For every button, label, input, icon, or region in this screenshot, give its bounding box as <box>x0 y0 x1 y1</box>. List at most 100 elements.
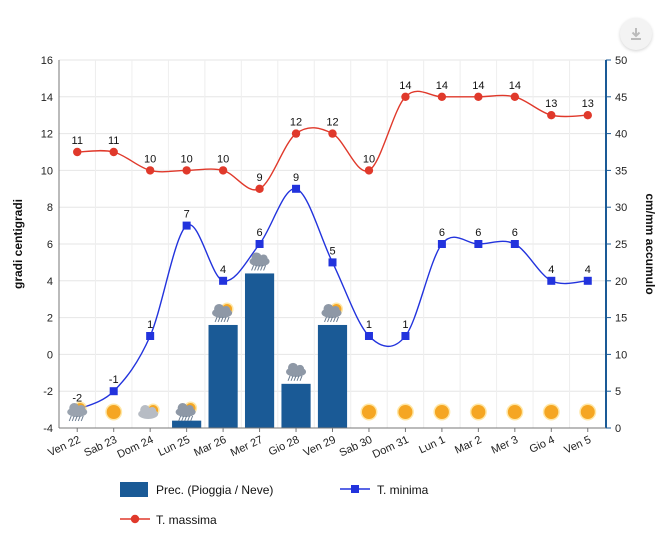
t-minima-data-label: -2 <box>72 393 82 405</box>
t-minima-data-label: 1 <box>366 319 372 331</box>
sun-icon <box>105 403 123 421</box>
t-massima-point <box>218 166 228 175</box>
x-tick-label: Mer 27 <box>229 434 265 459</box>
cloud-rain-sun-icon <box>212 302 234 323</box>
y-right-tick: 15 <box>615 313 627 325</box>
x-tick-label: Dom 24 <box>115 434 155 461</box>
t-massima-data-label: 10 <box>144 153 156 165</box>
t-massima-data-label: 12 <box>290 117 302 129</box>
sun-icon <box>396 403 414 421</box>
t-massima-point <box>328 129 337 138</box>
download-button[interactable] <box>620 18 652 50</box>
t-minima-point <box>401 332 410 340</box>
legend-label-massima: T. massima <box>156 513 217 527</box>
y-left-tick: 16 <box>41 55 53 67</box>
t-massima-point <box>401 92 410 102</box>
t-minima-data-label: 6 <box>512 227 518 239</box>
y-left-tick: 10 <box>41 165 53 177</box>
y-left-tick: 14 <box>41 92 53 104</box>
t-massima-point <box>583 111 592 120</box>
y-right-tick: 10 <box>615 349 627 361</box>
y-right-tick: 35 <box>615 165 627 177</box>
x-tick-label: Sab 23 <box>82 434 119 460</box>
sun-icon <box>542 403 560 421</box>
cloud-rain-sun-icon <box>175 401 198 422</box>
t-minima-data-label: 1 <box>402 319 408 331</box>
cloud-rain-icon <box>249 252 270 271</box>
t-massima-point <box>182 166 191 175</box>
t-minima-data-label: 1 <box>147 319 153 331</box>
x-tick-label: Gio 28 <box>267 434 301 459</box>
t-massima-point <box>547 111 556 120</box>
x-tick-label: Lun 25 <box>156 434 192 459</box>
t-massima-data-label: 10 <box>217 153 229 165</box>
t-minima-data-label: 9 <box>293 172 299 184</box>
t-massima-point <box>474 92 483 102</box>
t-minima-data-label: 4 <box>548 264 554 276</box>
cloud-rain-sun-icon <box>321 302 343 323</box>
t-minima-data-label: 4 <box>585 264 591 276</box>
precipitation-bar <box>208 324 238 428</box>
y-left-tick: 8 <box>47 202 53 214</box>
y-left-tick: 12 <box>41 129 53 141</box>
y-left-tick: 4 <box>47 276 53 288</box>
legend-label-minima: T. minima <box>377 483 429 497</box>
y-right-tick: 5 <box>615 386 621 398</box>
y-left-tick: 6 <box>47 239 53 251</box>
sun-icon <box>360 403 378 421</box>
x-tick-label: Dom 31 <box>371 434 411 461</box>
t-massima-point <box>145 166 155 175</box>
legend-marker-massima <box>130 514 140 524</box>
y-right-tick: 25 <box>615 239 627 251</box>
t-massima-line <box>77 90 588 191</box>
x-tick-label: Ven 29 <box>302 434 338 459</box>
legend-swatch-precipitation <box>120 482 148 497</box>
weather-icons <box>67 252 597 422</box>
y-right-tick: 0 <box>615 423 621 435</box>
x-tick-label: Lun 1 <box>417 434 447 457</box>
t-massima-data-label: 14 <box>472 80 484 92</box>
x-tick-label: Ven 22 <box>46 434 82 459</box>
t-massima-data-label: 10 <box>363 153 375 165</box>
t-massima-point <box>73 147 82 157</box>
t-minima-point <box>255 240 264 248</box>
y-right-tick: 40 <box>615 129 627 141</box>
t-massima-data-label: 11 <box>108 135 119 147</box>
precipitation-bars <box>172 273 348 428</box>
t-massima-data-label: 14 <box>436 80 448 92</box>
t-massima-data-label: 13 <box>545 98 557 110</box>
sun-icon <box>506 403 524 421</box>
t-massima-point <box>291 129 301 138</box>
y-left-tick: 0 <box>47 349 53 361</box>
t-minima-data-label: 4 <box>220 264 226 276</box>
y-right-tick: 20 <box>615 276 627 288</box>
t-massima-data-label: 13 <box>582 98 594 110</box>
t-massima-data-label: 9 <box>257 172 263 184</box>
precipitation-bar <box>172 420 202 428</box>
t-minima-data-label: -1 <box>109 374 119 386</box>
precipitation-bar <box>281 383 311 428</box>
sun-icon <box>433 403 451 421</box>
legend-marker-minima <box>351 485 359 493</box>
t-massima-point <box>255 184 264 193</box>
t-massima-point <box>437 92 447 102</box>
y-right-tick: 30 <box>615 202 627 214</box>
download-icon <box>631 28 641 40</box>
rain-snow-icon <box>67 401 88 422</box>
legend-label-precipitation: Prec. (Pioggia / Neve) <box>156 483 273 497</box>
t-minima-data-label: 6 <box>439 227 445 239</box>
t-minima-point <box>547 276 556 285</box>
t-massima-data-label: 10 <box>181 153 193 165</box>
t-massima-point <box>109 147 118 157</box>
t-massima-data-label: 14 <box>509 80 521 92</box>
cloud-rain-icon <box>286 362 307 382</box>
t-minima-point <box>510 240 519 248</box>
y-right-tick: 50 <box>615 55 627 67</box>
precipitation-bar <box>244 273 275 428</box>
t-minima-point <box>109 387 118 396</box>
x-tick-label: Mar 26 <box>192 434 228 459</box>
x-tick-label: Sab 30 <box>338 434 375 460</box>
partly-cloudy-icon <box>138 403 160 419</box>
t-minima-point <box>328 258 337 267</box>
